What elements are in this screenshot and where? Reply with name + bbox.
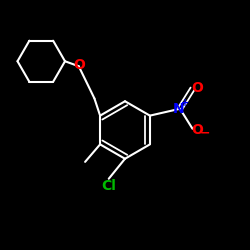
Text: O: O <box>73 58 85 72</box>
Text: N: N <box>173 102 184 116</box>
Text: O: O <box>191 80 203 94</box>
Text: Cl: Cl <box>101 179 116 193</box>
Text: O: O <box>191 123 203 137</box>
Text: −: − <box>200 127 210 140</box>
Text: +: + <box>182 98 190 108</box>
